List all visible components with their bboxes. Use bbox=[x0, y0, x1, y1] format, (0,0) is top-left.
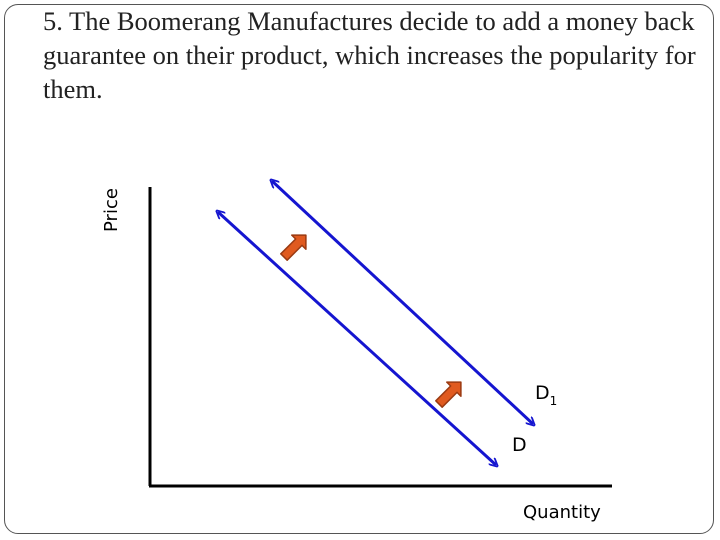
slide-title: 5. The Boomerang Manufactures decide to … bbox=[43, 6, 696, 104]
y-axis-label: Price bbox=[101, 188, 122, 232]
curve-label-d1-subscript: 1 bbox=[550, 394, 558, 408]
x-axis-label: Quantity bbox=[523, 502, 601, 523]
slide-frame bbox=[4, 4, 714, 534]
demand-curve-d1 bbox=[272, 181, 533, 424]
curve-label-d: D bbox=[512, 434, 527, 456]
demand-curve-d bbox=[218, 212, 496, 465]
shift-arrow-lower bbox=[435, 381, 462, 408]
curve-label-d1-base: D bbox=[535, 382, 550, 404]
shift-arrow-upper bbox=[280, 234, 307, 261]
curve-label-d1: D1 bbox=[535, 382, 557, 408]
